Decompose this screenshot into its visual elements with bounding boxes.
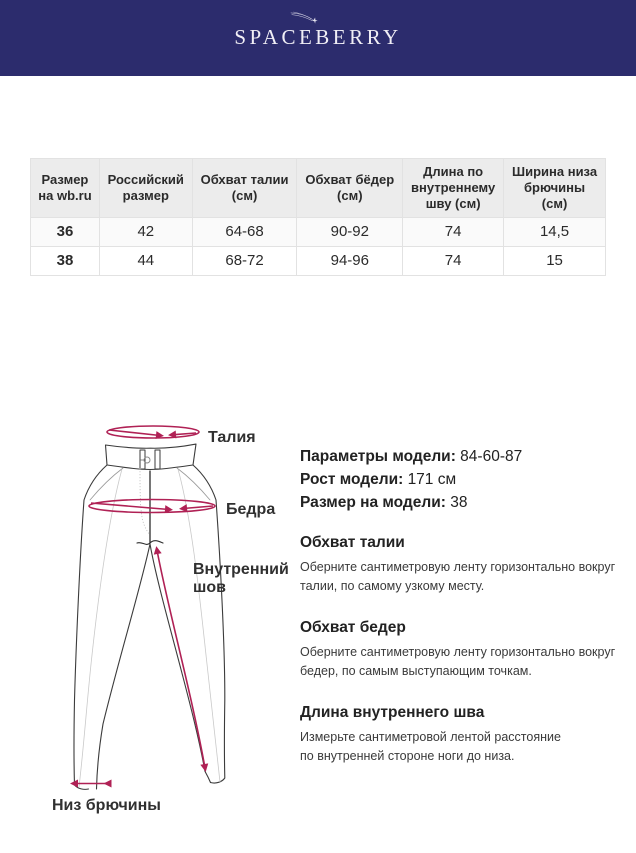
svg-text:Низ брючины: Низ брючины [52,797,161,814]
svg-text:Бедра: Бедра [226,501,275,518]
svg-text:шов: шов [193,579,226,596]
svg-text:Внутренний: Внутренний [193,561,289,578]
svg-text:Талия: Талия [208,429,256,446]
